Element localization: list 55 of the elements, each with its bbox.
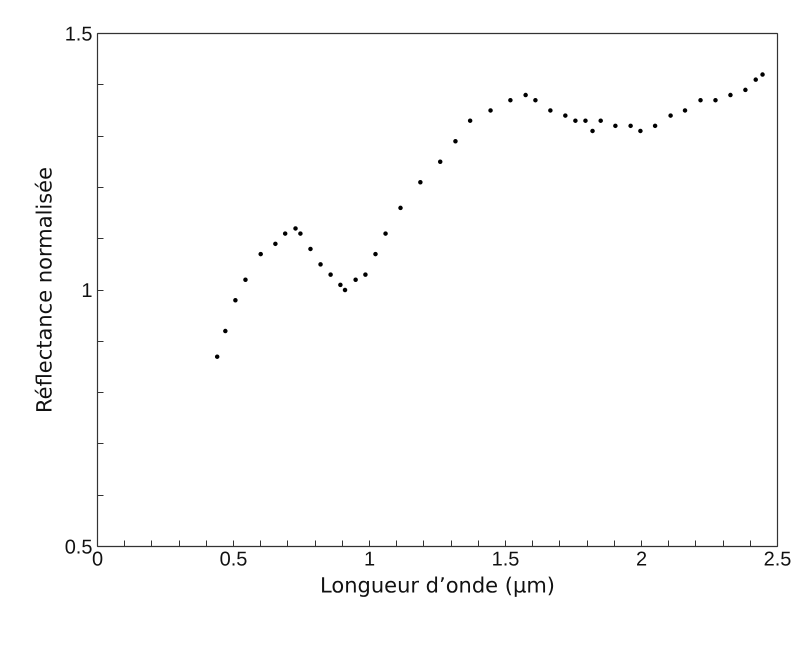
point — [508, 98, 513, 102]
point — [258, 252, 263, 256]
point — [342, 288, 348, 292]
x-axis-title: Longueur d’onde (µm) — [320, 574, 555, 598]
point — [418, 180, 423, 185]
point — [233, 298, 238, 303]
y-tick-label: 1.5 — [64, 24, 93, 46]
point — [728, 92, 733, 98]
point — [628, 124, 633, 128]
point — [682, 108, 688, 113]
point — [363, 272, 368, 277]
point — [383, 231, 388, 236]
point — [523, 92, 528, 98]
point — [638, 128, 643, 134]
point — [668, 113, 673, 118]
point — [652, 124, 658, 128]
point — [563, 113, 568, 118]
point — [743, 88, 748, 92]
point — [583, 118, 588, 123]
point — [453, 138, 458, 144]
x-tick-label: 1 — [364, 548, 376, 570]
x-tick-label: 2.5 — [764, 548, 792, 570]
y-tick-label: 1 — [81, 280, 92, 302]
point — [613, 124, 618, 128]
point — [468, 118, 472, 123]
point — [373, 252, 378, 256]
point — [760, 72, 765, 77]
point — [713, 98, 718, 102]
point — [243, 277, 248, 282]
x-tick-label: 0 — [92, 548, 104, 570]
x-tick-label: 0.5 — [220, 548, 248, 570]
point — [438, 160, 442, 164]
point — [308, 246, 313, 252]
point — [318, 262, 323, 267]
point — [488, 108, 493, 113]
point — [533, 98, 538, 102]
x-tick-label: 2 — [636, 548, 648, 570]
point — [698, 98, 703, 102]
point — [753, 77, 758, 82]
point — [328, 272, 333, 277]
point — [590, 128, 595, 134]
point — [282, 231, 288, 236]
point — [573, 118, 578, 123]
point — [214, 354, 220, 359]
point — [293, 226, 298, 231]
y-axis-title: Réflectance normalisée — [32, 166, 57, 414]
x-tick-label: 1.5 — [492, 548, 520, 570]
point — [298, 231, 303, 236]
point — [273, 242, 278, 246]
point — [353, 277, 358, 282]
point — [338, 282, 343, 288]
point — [223, 328, 228, 334]
point — [548, 108, 553, 113]
point — [598, 118, 603, 123]
point — [398, 206, 403, 210]
